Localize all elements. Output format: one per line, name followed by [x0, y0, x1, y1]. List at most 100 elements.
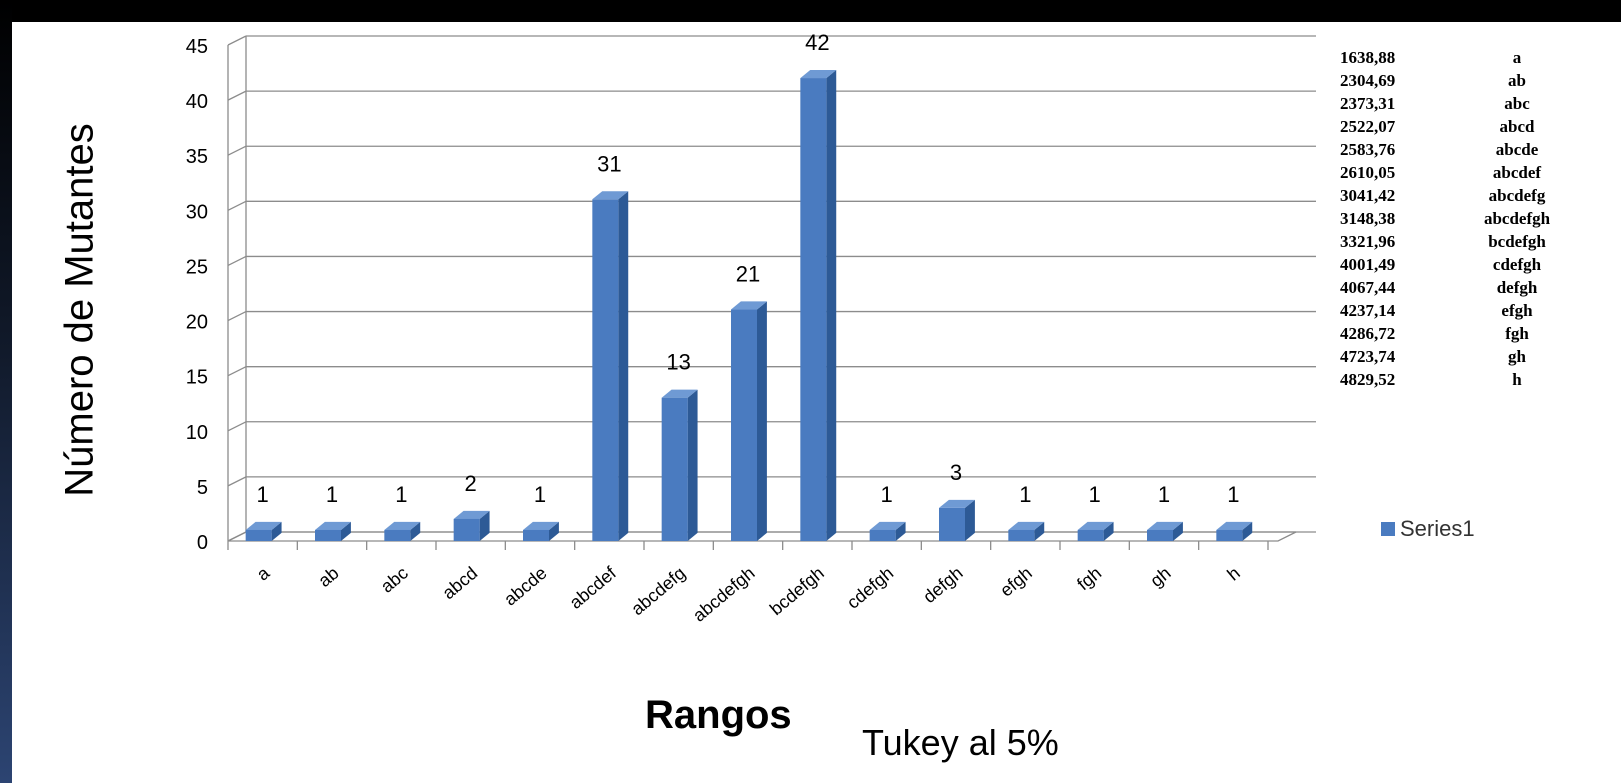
bar-side	[271, 521, 282, 541]
bar-side	[826, 69, 837, 541]
x-tick-label: abcdefgh	[689, 563, 759, 626]
ranges-table-row: 2583,76 abcde	[1340, 138, 1585, 161]
bar-side	[687, 389, 698, 541]
bar-top	[869, 521, 906, 530]
data-label: 21	[736, 262, 760, 287]
ranges-table-value: 4067,44	[1340, 278, 1396, 297]
bar-chart: 0510152025303540451a1ab1abc2abcd1abcde31…	[186, 30, 1316, 626]
gridline-edge	[227, 145, 247, 156]
ranges-table-value: 2304,69	[1340, 71, 1396, 90]
ranges-table-row: 2304,69 ab	[1340, 69, 1585, 92]
bar-side	[618, 191, 629, 541]
legend-label: Series1	[1400, 516, 1475, 541]
ranges-table-label: gh	[1508, 347, 1526, 366]
x-tick-label: ab	[314, 563, 342, 591]
ranges-table-value: 4829,52	[1340, 370, 1396, 389]
x-tick-label: h	[1223, 563, 1244, 585]
data-label: 1	[1158, 482, 1170, 507]
bar	[731, 309, 757, 541]
ranges-table-row: 1638,88 a	[1340, 46, 1585, 69]
bar-side	[965, 499, 975, 541]
data-label: 2	[465, 471, 477, 496]
ranges-table-value: 4001,49	[1340, 255, 1396, 274]
ranges-table-value: 1638,88	[1340, 48, 1396, 67]
bar	[800, 78, 827, 542]
bar-top	[245, 521, 282, 530]
bar	[939, 507, 965, 541]
top-frame-bar	[0, 0, 1621, 22]
y-tick-label: 10	[186, 422, 208, 444]
data-label: 1	[534, 482, 546, 507]
bar-side	[410, 521, 421, 541]
bar-top	[315, 521, 351, 530]
data-label: 1	[1019, 482, 1031, 507]
ranges-table-value: 3041,42	[1340, 186, 1396, 205]
bar-side	[895, 521, 906, 541]
x-axis-label: Rangos	[645, 693, 792, 737]
bar-top	[1147, 521, 1183, 530]
bar	[1008, 529, 1035, 541]
bar	[245, 529, 272, 541]
x-tick-label: abcde	[500, 563, 550, 610]
bar-top	[731, 301, 767, 310]
left-frame-bar	[0, 0, 12, 783]
data-label: 1	[395, 482, 407, 507]
gridline-edge	[227, 90, 247, 101]
y-tick-label: 25	[186, 256, 208, 278]
gridline-edge	[227, 255, 247, 267]
ranges-table-label: abcdefgh	[1483, 209, 1551, 228]
data-label: 1	[1227, 482, 1239, 507]
ranges-table: 1638,88 a 2304,69 ab 2373,31 abc 2522,07 abcd 25…	[1340, 46, 1585, 391]
data-label: 13	[666, 350, 690, 375]
ranges-table-value: 2583,76	[1340, 140, 1396, 159]
ranges-table-row: 4001,49 cdefgh	[1340, 253, 1585, 276]
data-label: 1	[1089, 482, 1101, 507]
bar-side	[549, 521, 559, 541]
bar	[869, 529, 896, 541]
bar-top	[939, 499, 975, 508]
x-tick-label: abcdef	[566, 562, 621, 613]
x-tick-label: defgh	[919, 563, 966, 607]
ranges-table-label: h	[1512, 370, 1522, 389]
ranges-table-value: 2610,05	[1340, 163, 1396, 182]
bar	[523, 529, 549, 541]
x-tick-label: abcdefg	[627, 563, 689, 619]
bar-top	[384, 521, 421, 530]
ranges-table-value: 4286,72	[1340, 324, 1396, 343]
bar-top	[1216, 521, 1253, 530]
ranges-table-row: 3041,42 abcdefg	[1340, 184, 1585, 207]
y-tick-label: 20	[186, 312, 208, 334]
bar-top	[800, 69, 837, 79]
gridline-edge	[227, 366, 247, 377]
ranges-table-label: a	[1512, 48, 1522, 67]
x-tick-label: fgh	[1073, 563, 1105, 594]
bar-side	[479, 510, 490, 541]
ranges-table-row: 4237,14 efgh	[1340, 299, 1585, 322]
bar-side	[1173, 521, 1183, 541]
x-tick-label: efgh	[996, 563, 1036, 601]
gridline-edge	[227, 310, 247, 322]
ranges-table-row: 2373,31 abc	[1340, 92, 1585, 115]
x-tick-label: abcd	[438, 563, 481, 603]
data-label: 42	[805, 30, 829, 55]
ranges-table-row: 3148,38 abcdefgh	[1340, 207, 1585, 230]
bar-side	[341, 521, 351, 541]
bar-top	[523, 521, 559, 530]
bar-top	[453, 510, 490, 519]
ranges-table-row: 4286,72 fgh	[1340, 322, 1585, 345]
ranges-table-row: 4067,44 defgh	[1340, 276, 1585, 299]
bar-top	[661, 389, 698, 398]
bar	[453, 518, 480, 541]
ranges-table-row: 2610,05 abcdef	[1340, 161, 1585, 184]
bar-top	[1008, 521, 1045, 530]
x-tick-label: cdefgh	[843, 563, 897, 613]
x-tick-label: bcdefgh	[766, 563, 828, 619]
data-label: 1	[326, 482, 338, 507]
bar	[384, 529, 411, 541]
ranges-table-label: defgh	[1496, 278, 1538, 297]
x-tick-label: a	[253, 562, 274, 584]
bar-top	[1077, 521, 1114, 530]
gridline-edge	[227, 476, 247, 487]
ranges-table-label: abcdef	[1492, 163, 1542, 182]
ranges-table-value: 2373,31	[1340, 94, 1396, 113]
